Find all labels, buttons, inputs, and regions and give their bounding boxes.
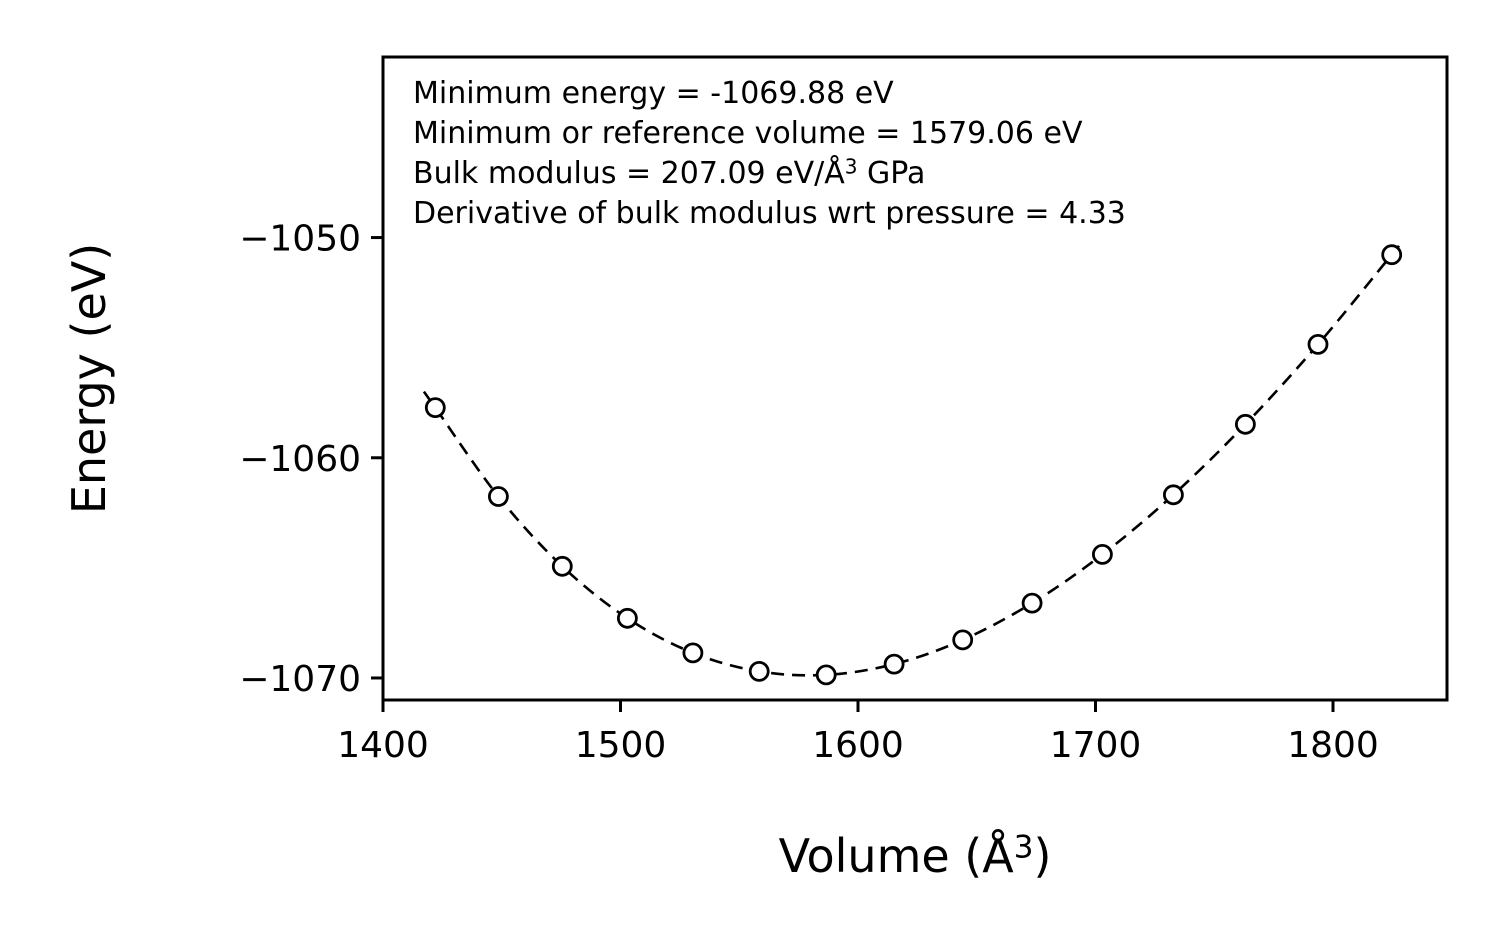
x-tick-label: 1500 [575,725,667,766]
data-point-marker [815,664,837,686]
annotation-line-2: Minimum or reference volume = 1579.06 eV [413,116,1083,151]
data-point-marker [1092,544,1113,565]
eos-fit-line [422,242,1402,677]
annotation-line-4: Derivative of bulk modulus wrt pressure … [413,196,1126,231]
data-point-marker [1381,244,1403,266]
y-tick-label: −1060 [239,439,361,480]
x-tick-label: 1800 [1287,725,1379,766]
data-point-marker [748,661,770,682]
data-point-marker [617,607,638,629]
y-tick-label: −1070 [239,659,361,700]
data-point-marker [682,642,704,664]
data-point-marker [551,555,573,577]
annotation-line-3: Bulk modulus = 207.09 eV/Å3 GPa [413,154,925,191]
data-point-marker [1163,484,1184,506]
data-point-marker [1307,333,1329,355]
y-axis-label: Energy (eV) [62,243,116,514]
data-point-marker [424,397,446,419]
data-point-marker [883,653,905,675]
data-point-marker [1235,413,1256,435]
y-tick-label: −1050 [239,219,361,260]
x-tick-label: 1600 [812,725,904,766]
x-tick-label: 1700 [1050,725,1142,766]
data-point-marker [487,486,509,507]
annotation-line-1: Minimum energy = -1069.88 eV [413,76,894,111]
plot-frame [381,55,1449,702]
x-axis-label: Volume (Å3) [779,829,1052,883]
data-point-marker [952,629,974,651]
data-point-marker [1021,592,1043,614]
x-tick-label: 1400 [337,725,429,766]
